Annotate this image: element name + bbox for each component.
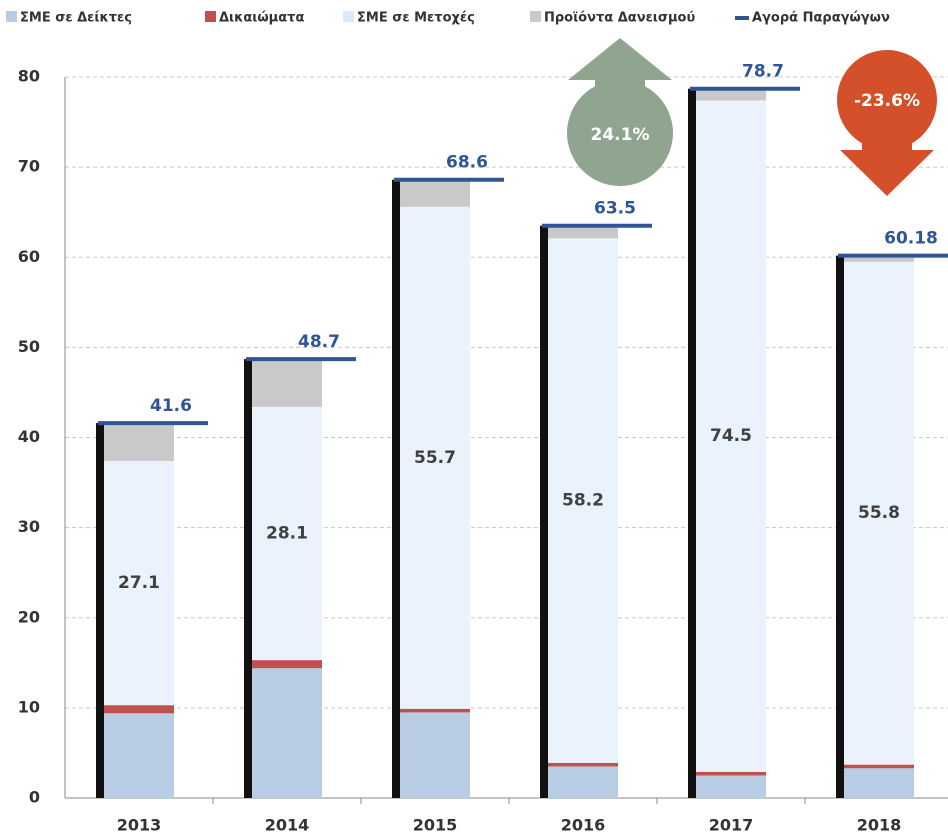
total-label: 63.5 xyxy=(594,199,636,219)
bar-segment xyxy=(104,705,174,714)
y-tick-label: 10 xyxy=(18,697,40,716)
value-label: 55.7 xyxy=(414,448,456,468)
legend-swatch xyxy=(530,11,541,22)
bar-segment xyxy=(252,660,322,669)
bar-segment xyxy=(548,766,618,798)
legend-label: Αγορά Παραγώγων xyxy=(752,11,890,26)
bar-segment xyxy=(548,238,618,763)
bar-shadow xyxy=(244,359,253,798)
legend-swatch xyxy=(735,16,749,20)
value-label: 28.1 xyxy=(266,523,308,543)
bar-segment xyxy=(844,261,914,765)
total-label: 78.7 xyxy=(742,62,784,82)
x-tick-label: 2017 xyxy=(709,816,754,835)
x-tick-label: 2013 xyxy=(117,816,162,835)
bar-shadow xyxy=(540,225,549,799)
y-tick-label: 0 xyxy=(29,788,40,807)
value-label: 55.8 xyxy=(858,503,900,523)
bar-segment xyxy=(696,771,766,776)
bar-segment xyxy=(104,713,174,798)
x-tick-label: 2016 xyxy=(561,816,606,835)
growth-arrow: 24.1% xyxy=(567,38,673,186)
y-tick-label: 80 xyxy=(18,67,40,86)
bar-segment xyxy=(844,764,914,769)
legend-label: Προϊόντα Δανεισμού xyxy=(544,11,695,26)
x-tick-label: 2018 xyxy=(857,816,902,835)
bar-segment xyxy=(548,762,618,767)
bar-segment xyxy=(104,460,174,706)
y-tick-label: 40 xyxy=(18,427,40,446)
bar-segment xyxy=(696,775,766,798)
total-label: 48.7 xyxy=(298,332,340,352)
bar-segment xyxy=(252,359,322,407)
bar-segment xyxy=(252,668,322,798)
total-label: 41.6 xyxy=(150,396,192,416)
y-tick-label: 60 xyxy=(18,247,40,266)
value-label: 74.5 xyxy=(710,426,752,446)
y-tick-label: 20 xyxy=(18,607,40,626)
bar-shadow xyxy=(392,179,401,798)
bar-shadow xyxy=(96,423,105,798)
bar-segment xyxy=(400,708,470,713)
legend-swatch xyxy=(343,11,354,22)
bar-segment xyxy=(252,406,322,661)
legend-swatch xyxy=(205,11,216,22)
legend-label: ΣΜΕ σε Δείκτες xyxy=(20,11,132,26)
bar-segment xyxy=(400,179,470,207)
legend-label: ΣΜΕ σε Μετοχές xyxy=(357,11,475,26)
value-label: 27.1 xyxy=(118,573,160,593)
total-label: 68.6 xyxy=(446,153,488,173)
value-label: 58.2 xyxy=(562,491,604,511)
legend-swatch xyxy=(6,11,17,22)
bar-segment xyxy=(844,255,914,262)
y-tick-label: 70 xyxy=(18,157,40,176)
annotation: 24.1% xyxy=(591,125,650,145)
x-tick-label: 2014 xyxy=(265,816,310,835)
legend-label: Δικαιώματα xyxy=(219,11,304,26)
y-tick-label: 50 xyxy=(18,337,40,356)
total-label: 60.18 xyxy=(884,229,938,249)
annotation: -23.6% xyxy=(854,91,920,111)
bar-segment xyxy=(696,100,766,772)
bar-shadow xyxy=(836,255,845,798)
x-tick-label: 2015 xyxy=(413,816,458,835)
bar-segment xyxy=(400,206,470,709)
decline-arrow: -23.6% xyxy=(837,50,937,196)
y-tick-label: 30 xyxy=(18,517,40,536)
bar-shadow xyxy=(688,88,697,798)
bar-segment xyxy=(400,712,470,798)
bar-segment xyxy=(696,88,766,101)
bar-segment xyxy=(844,768,914,798)
bar-segment xyxy=(548,225,618,239)
bar-segment xyxy=(104,423,174,461)
